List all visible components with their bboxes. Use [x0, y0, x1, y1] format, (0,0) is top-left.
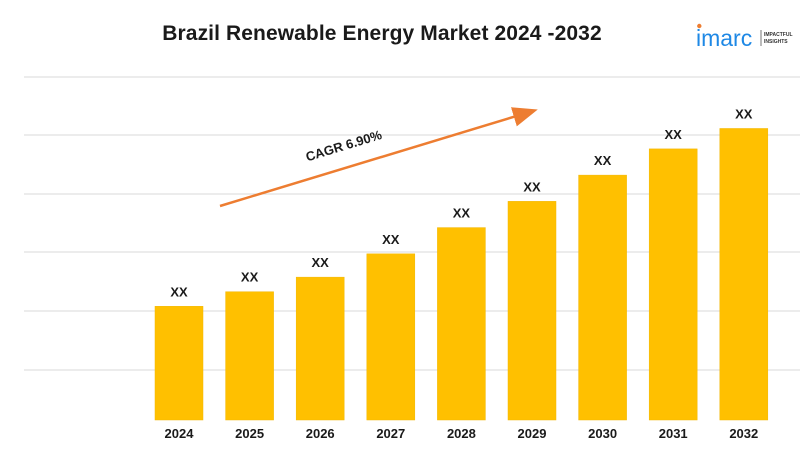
- bar-2031: [648, 148, 698, 421]
- x-tick-2025: 2025: [235, 426, 264, 441]
- cagr-annotation: CAGR 6.90%: [219, 107, 538, 208]
- x-tick-2029: 2029: [518, 426, 547, 441]
- data-label-2028: XX: [453, 206, 471, 221]
- x-tick-2028: 2028: [447, 426, 476, 441]
- bars: [154, 128, 769, 421]
- x-tick-2026: 2026: [306, 426, 335, 441]
- x-tick-2032: 2032: [729, 426, 758, 441]
- x-tick-2027: 2027: [376, 426, 405, 441]
- bar-2027: [366, 253, 416, 421]
- logo-tagline-1: IMPACTFUL: [764, 32, 793, 38]
- data-label-2029: XX: [523, 179, 541, 194]
- logo-tagline-2: INSIGHTS: [764, 39, 788, 45]
- x-tick-2024: 2024: [165, 426, 195, 441]
- bar-2032: [719, 128, 769, 421]
- data-label-2026: XX: [312, 255, 330, 270]
- x-tick-2031: 2031: [659, 426, 688, 441]
- cagr-arrow: [219, 107, 538, 208]
- x-tick-2030: 2030: [588, 426, 617, 441]
- bar-2029: [507, 201, 557, 421]
- data-label-2032: XX: [735, 106, 753, 121]
- logo-dot-icon: [697, 23, 702, 29]
- imarc-logo: imarc IMPACTFUL INSIGHTS: [696, 23, 793, 51]
- data-labels: XX XX XX XX XX XX XX XX XX: [170, 106, 752, 299]
- data-label-2027: XX: [382, 232, 400, 247]
- bar-2024: [154, 306, 204, 421]
- data-label-2024: XX: [170, 284, 188, 299]
- data-label-2025: XX: [241, 270, 259, 285]
- logo-wordmark: imarc: [696, 25, 752, 51]
- bar-2025: [225, 291, 274, 421]
- chart-title: Brazil Renewable Energy Market 2024 -203…: [162, 22, 602, 45]
- data-label-2030: XX: [594, 153, 612, 168]
- bar-2026: [295, 276, 345, 421]
- x-axis-ticks: 2024 2025 2026 2027 2028 2029 2030 2031 2032: [165, 426, 759, 441]
- bar-2028: [437, 227, 486, 421]
- data-label-2031: XX: [665, 127, 683, 142]
- bar-2030: [578, 174, 627, 421]
